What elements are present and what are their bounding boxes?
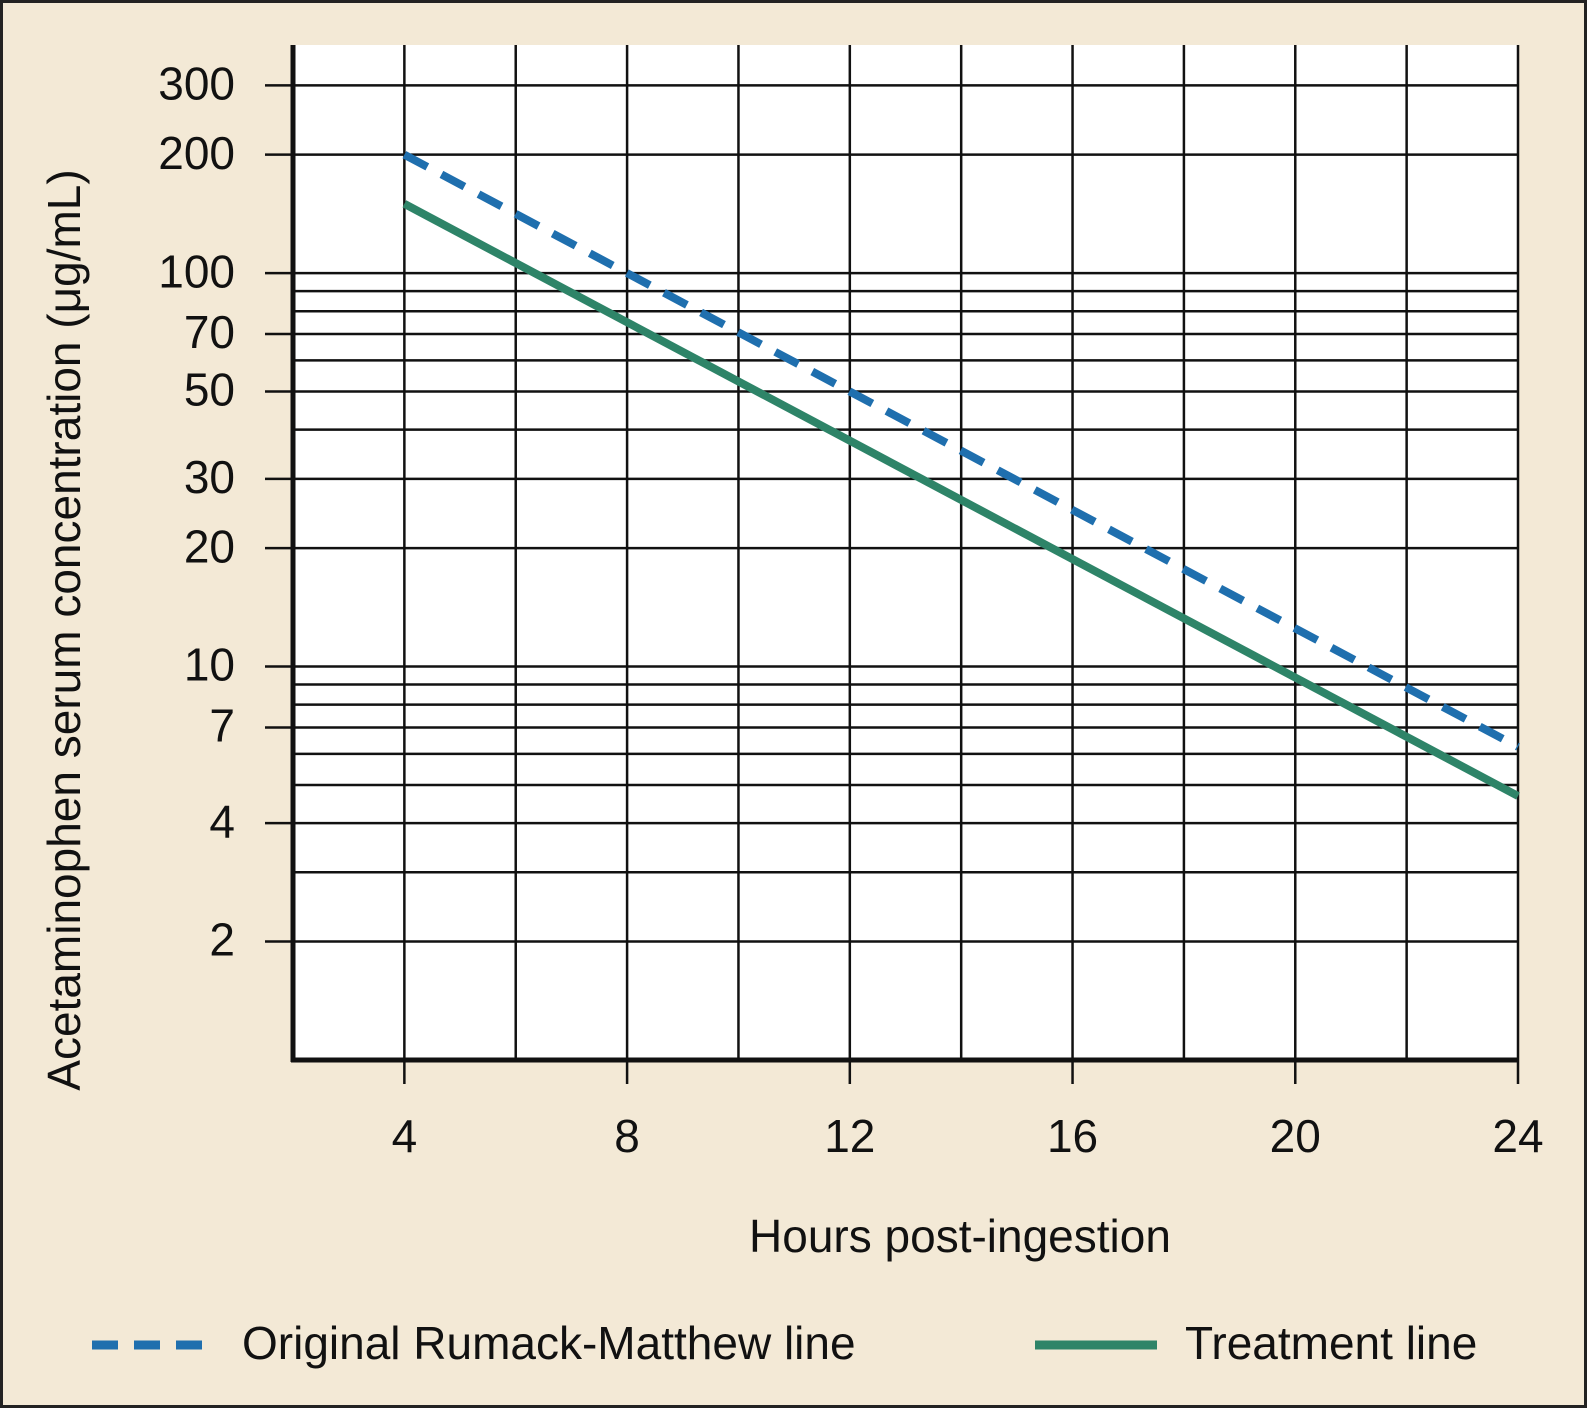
y-tick-label: 20	[184, 520, 235, 572]
x-tick-label: 4	[392, 1110, 418, 1162]
y-tick-label: 10	[184, 639, 235, 691]
legend-label: Treatment line	[1185, 1317, 1477, 1369]
series-line	[402, 200, 1520, 800]
x-tick-label: 8	[614, 1110, 640, 1162]
y-axis-label: Acetaminophen serum concentration (μg/mL…	[38, 169, 90, 1090]
x-axis-label: Hours post-ingestion	[749, 1210, 1171, 1262]
x-tick-label: 20	[1270, 1110, 1321, 1162]
plot-area	[293, 45, 1518, 1060]
y-tick-label: 4	[209, 795, 235, 847]
y-tick-label: 70	[184, 306, 235, 358]
y-tick-label: 300	[158, 58, 235, 110]
y-tick-label: 100	[158, 245, 235, 297]
series-line	[402, 151, 1520, 751]
y-tick-label: 7	[209, 700, 235, 752]
x-tick-label: 16	[1047, 1110, 1098, 1162]
y-tick-label: 50	[184, 364, 235, 416]
y-tick-label: 200	[158, 127, 235, 179]
legend-label: Original Rumack-Matthew line	[242, 1317, 856, 1369]
y-tick-label: 2	[209, 914, 235, 966]
x-tick-label: 24	[1492, 1110, 1543, 1162]
y-tick-label: 30	[184, 451, 235, 503]
x-tick-label: 12	[824, 1110, 875, 1162]
